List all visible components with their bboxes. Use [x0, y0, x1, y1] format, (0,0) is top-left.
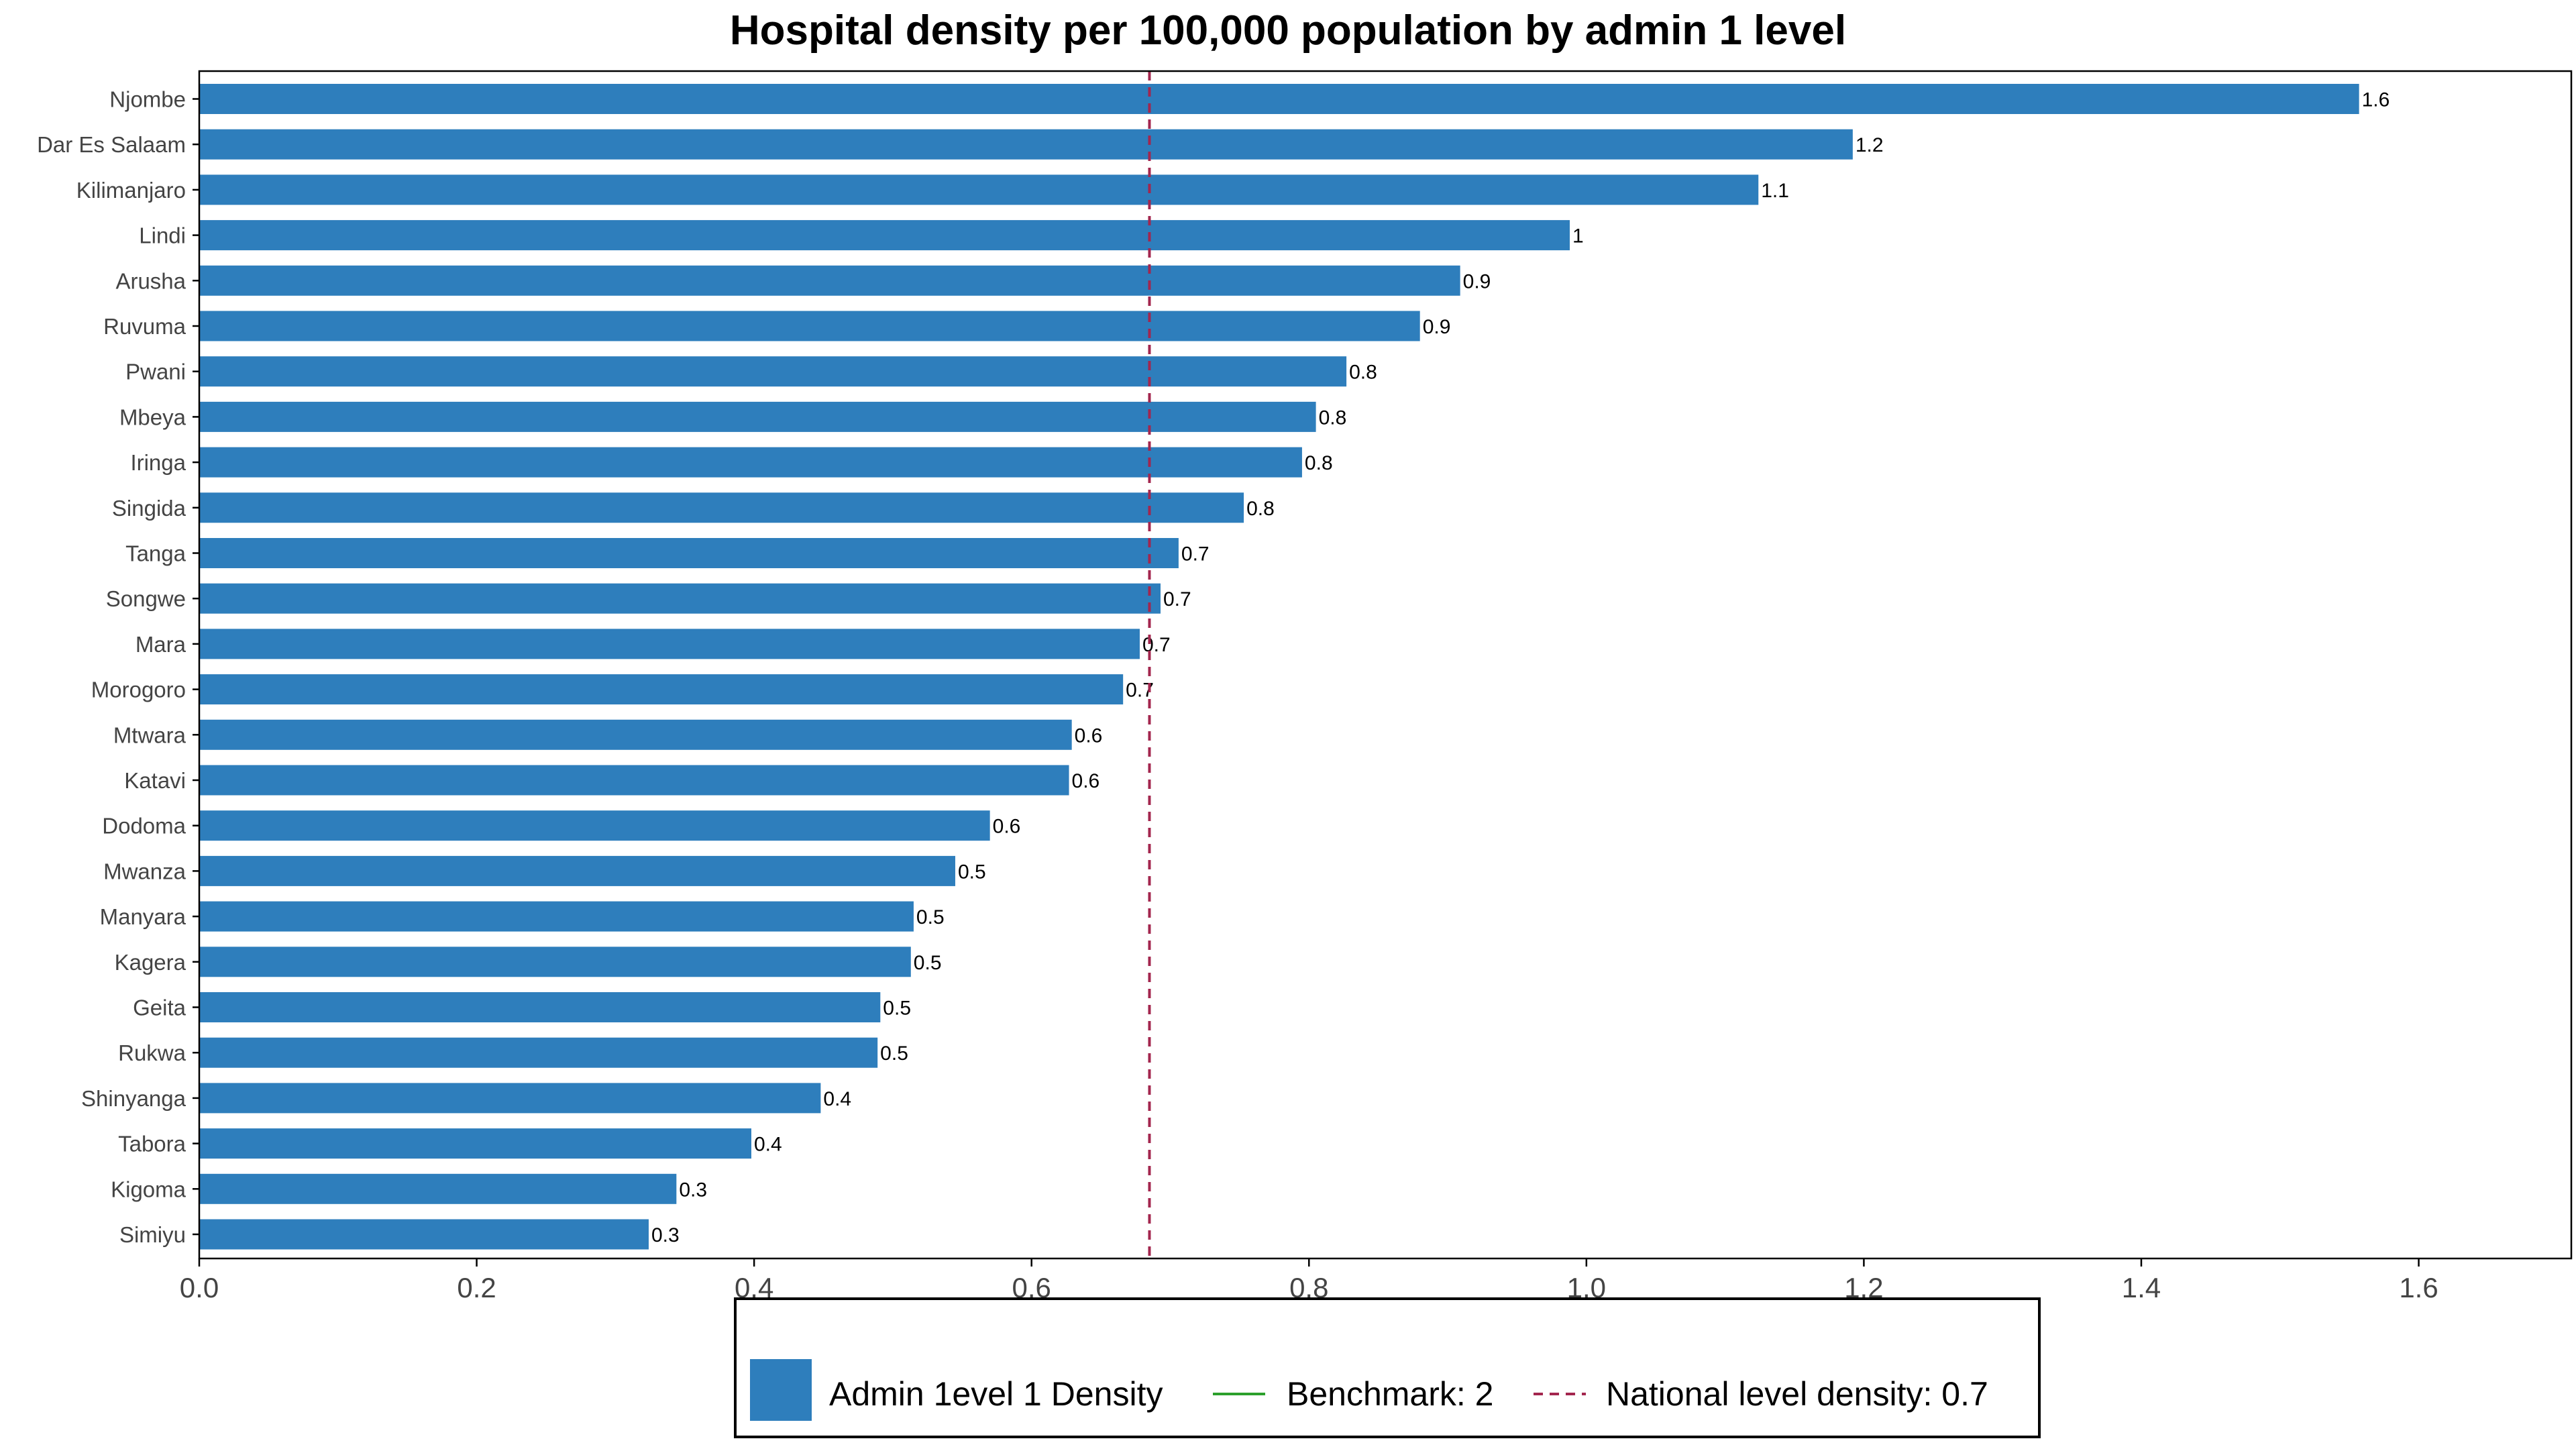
category-label: Tanga: [125, 541, 186, 566]
x-tick-label: 0.2: [457, 1272, 496, 1303]
x-axis: 0.0 0.2 0.4 0.6 0.8 1.0 1.2 1.4 1.6: [180, 1258, 2438, 1303]
category-label: Songwe: [106, 586, 186, 611]
category-label: Arusha: [115, 268, 186, 293]
category-label: Kilimanjaro: [76, 178, 186, 203]
bar: [199, 129, 1853, 160]
category-label: Shinyanga: [81, 1086, 186, 1111]
bar: [199, 901, 914, 932]
bar-value-label: 0.8: [1349, 362, 1377, 384]
category-label: Mtwara: [113, 722, 186, 747]
bar-value-label: 1: [1572, 225, 1584, 248]
bar: [199, 401, 1316, 432]
category-label: Singida: [112, 496, 186, 521]
bar-value-label: 0.9: [1423, 316, 1451, 338]
plot-frame: [198, 70, 2573, 1260]
bar-value-label: 1.1: [1761, 180, 1789, 202]
bar-value-label: 0.7: [1163, 588, 1191, 610]
category-label: Njombe: [109, 87, 186, 112]
category-labels: Njombe Dar Es Salaam Kilimanjaro Lindi Arush…: [37, 87, 199, 1247]
category-label: Iringa: [130, 450, 186, 475]
bars-layer: 1.61.21.110.90.90.80.80.80.80.70.70.70.7…: [199, 84, 2390, 1250]
bar-value-label: 0.8: [1319, 407, 1347, 429]
bar-value-label: 0.5: [883, 998, 911, 1020]
category-label: Rukwa: [118, 1040, 186, 1065]
bar: [199, 855, 955, 886]
bar: [199, 719, 1072, 750]
legend-density-label: Admin 1evel 1 Density: [829, 1375, 1163, 1413]
bar-value-label: 0.6: [993, 816, 1021, 838]
bar: [199, 1083, 821, 1114]
category-label: Simiyu: [119, 1222, 186, 1247]
category-label: Ruvuma: [103, 314, 186, 339]
bar: [199, 629, 1140, 659]
bar-value-label: 0.3: [651, 1224, 680, 1246]
x-tick-label: 1.4: [2122, 1272, 2161, 1303]
bar-value-label: 0.7: [1142, 634, 1171, 656]
bar-value-label: 1.2: [1856, 134, 1884, 156]
bar: [199, 992, 881, 1022]
category-label: Dar Es Salaam: [37, 132, 186, 157]
bar: [199, 538, 1179, 568]
bar: [199, 1128, 751, 1159]
category-label: Geita: [133, 996, 186, 1020]
category-label: Pwani: [125, 360, 186, 384]
bar: [199, 1219, 649, 1250]
bar-value-label: 1.6: [2362, 89, 2390, 111]
bar: [199, 174, 1759, 205]
bar: [199, 810, 990, 841]
category-label: Mbeya: [119, 405, 186, 429]
legend-frame: [734, 1297, 2041, 1438]
category-label: Dodoma: [102, 814, 186, 839]
bar-value-label: 0.7: [1181, 543, 1210, 566]
bar: [199, 765, 1069, 796]
bar: [199, 583, 1161, 614]
chart-title: Hospital density per 100,000 population …: [730, 7, 1846, 54]
category-label: Manyara: [100, 904, 186, 929]
bar: [199, 674, 1124, 705]
x-tick-label: 0.0: [180, 1272, 219, 1303]
bar: [199, 356, 1347, 387]
category-label: Tabora: [118, 1132, 186, 1157]
category-label: Mwanza: [103, 859, 186, 883]
legend-density-swatch: [750, 1359, 812, 1421]
category-label: Katavi: [124, 768, 186, 793]
bar-value-label: 0.4: [754, 1134, 782, 1156]
bar: [199, 265, 1460, 296]
bar-value-label: 0.5: [958, 861, 986, 883]
bar-value-label: 0.8: [1246, 498, 1275, 520]
bar-value-label: 0.9: [1463, 270, 1491, 292]
category-label: Lindi: [139, 223, 186, 248]
bar-value-label: 0.6: [1075, 724, 1103, 747]
bar-value-label: 0.5: [880, 1042, 908, 1065]
legend: Admin 1evel 1 Density Benchmark: 2 Natio…: [734, 1297, 2041, 1438]
bar-value-label: 0.3: [679, 1179, 707, 1201]
bar: [199, 492, 1244, 523]
bar: [199, 1037, 878, 1068]
bar: [199, 220, 1570, 251]
bar: [199, 447, 1302, 478]
bar-value-label: 0.5: [916, 906, 945, 928]
legend-benchmark-label: Benchmark: 2: [1287, 1375, 1493, 1413]
legend-national-label: National level density: 0.7: [1606, 1375, 1988, 1413]
category-label: Mara: [136, 632, 186, 657]
category-label: Kagera: [115, 950, 186, 975]
bar: [199, 947, 911, 977]
bar: [199, 1173, 677, 1204]
category-label: Morogoro: [91, 678, 186, 702]
x-tick-label: 1.6: [2399, 1272, 2438, 1303]
bar-value-label: 0.5: [914, 952, 942, 974]
bar: [199, 84, 2359, 114]
bar-value-label: 0.6: [1072, 770, 1100, 792]
bar-value-label: 0.4: [823, 1088, 851, 1110]
bar: [199, 311, 1420, 341]
category-label: Kigoma: [111, 1177, 186, 1201]
bar-value-label: 0.8: [1305, 452, 1333, 474]
